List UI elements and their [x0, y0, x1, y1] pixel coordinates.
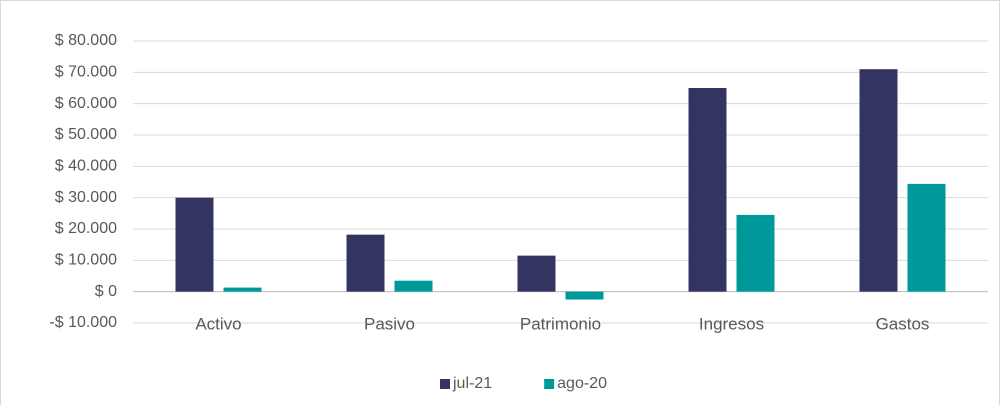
y-tick-label: $ 70.000	[55, 64, 117, 81]
y-tick-label: $ 80.000	[55, 32, 117, 49]
bar	[223, 287, 262, 292]
x-tick-label: Ingresos	[699, 314, 764, 333]
y-tick-label: -$ 10.000	[49, 314, 117, 331]
y-tick-label: $ 30.000	[55, 189, 117, 206]
legend-label: jul-21	[452, 375, 492, 392]
legend-swatch	[544, 379, 555, 389]
y-tick-label: $ 20.000	[55, 220, 117, 237]
bar	[346, 234, 385, 292]
bar	[175, 197, 214, 292]
bar	[736, 214, 775, 292]
y-tick-label: $ 0	[95, 283, 117, 300]
bar	[907, 183, 946, 292]
y-tick-label: $ 60.000	[55, 95, 117, 112]
bar	[688, 88, 727, 292]
x-tick-label: Gastos	[876, 314, 930, 333]
y-tick-label: $ 10.000	[55, 252, 117, 269]
bar	[859, 69, 898, 292]
bar	[394, 280, 433, 292]
x-tick-label: Activo	[195, 314, 241, 333]
bar	[517, 255, 556, 292]
x-tick-label: Patrimonio	[520, 314, 601, 333]
legend-swatch	[440, 379, 450, 389]
y-tick-label: $ 50.000	[55, 126, 117, 143]
x-tick-label: Pasivo	[364, 314, 415, 333]
bar	[565, 291, 604, 300]
y-tick-label: $ 40.000	[55, 158, 117, 175]
legend-label: ago-20	[557, 375, 607, 392]
